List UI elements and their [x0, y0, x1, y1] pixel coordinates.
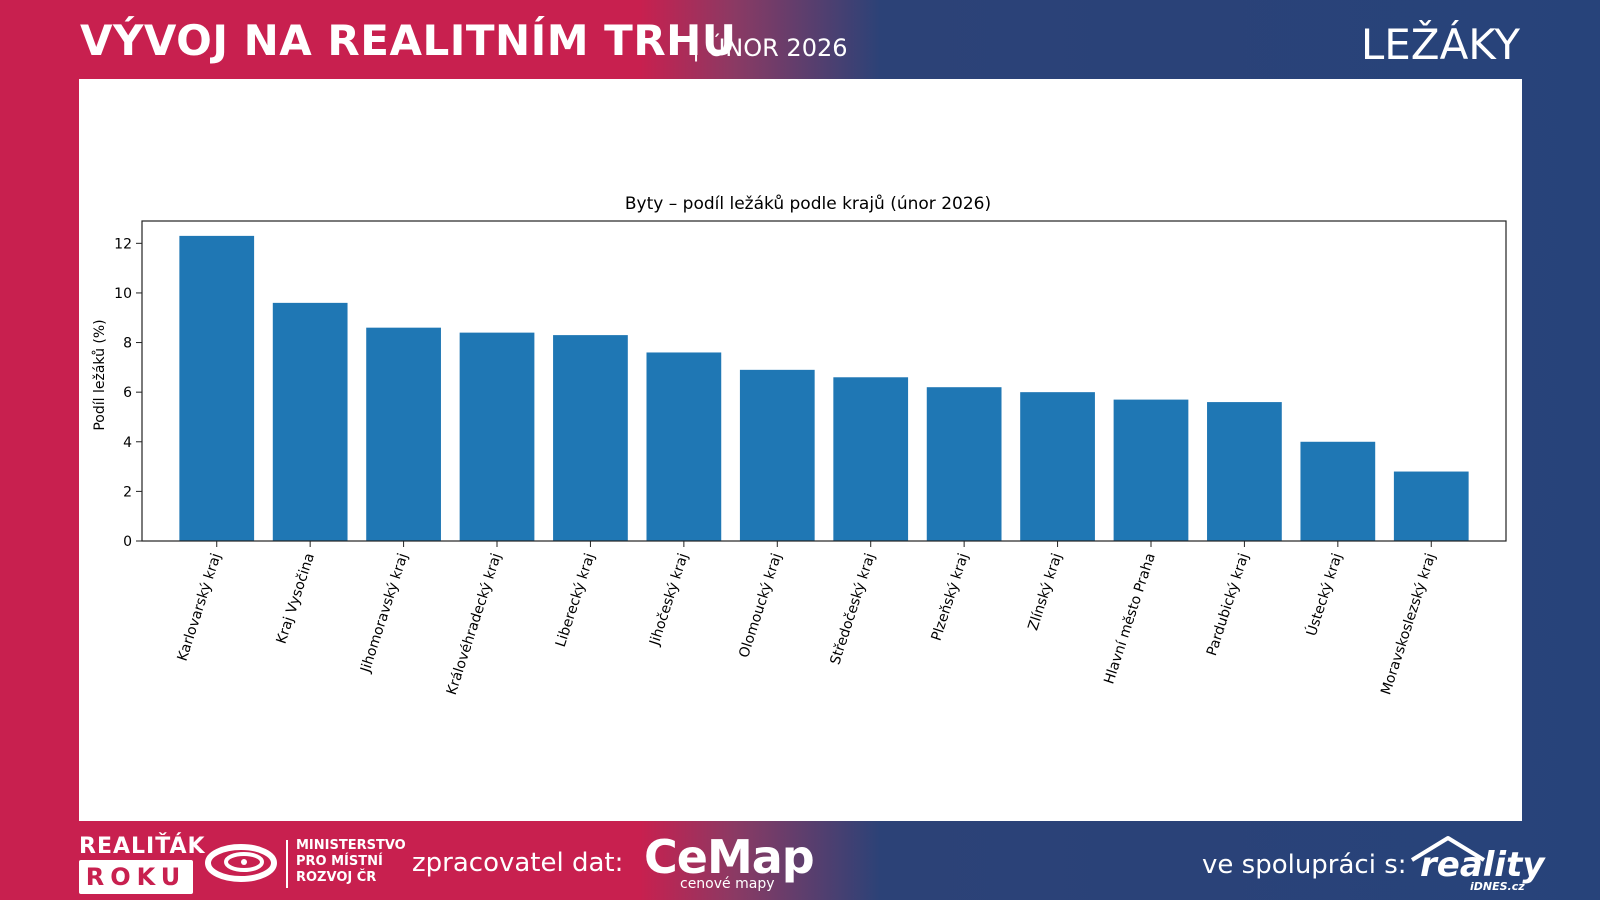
- bar-9: [1020, 392, 1095, 541]
- cemap-logo: CeMap: [644, 830, 815, 884]
- ministry-divider: [286, 840, 288, 888]
- bar-13: [1393, 471, 1469, 541]
- x-tick-label-7: Středočeský kraj: [827, 551, 878, 666]
- chart-title: Byty – podíl ležáků podle krajů (únor 20…: [625, 194, 991, 214]
- bar-11: [1207, 402, 1282, 541]
- x-tick-label-1: Kraj Vysočina: [274, 551, 318, 646]
- y-tick-label-0: 0: [123, 534, 132, 550]
- plot-frame: [141, 220, 1507, 542]
- bar-3: [459, 332, 535, 541]
- y-tick-label-2: 4: [123, 435, 132, 451]
- x-tick-label-0: Karlovarský kraj: [175, 551, 225, 663]
- header-title: VÝVOJ NA REALITNÍM TRHU: [80, 16, 737, 65]
- realitak-brand-bottom: ROKU: [79, 860, 193, 894]
- bar-chart: Byty – podíl ležáků podle krajů (únor 20…: [92, 194, 1507, 697]
- bar-7: [833, 377, 909, 541]
- y-tick-label-4: 8: [123, 336, 132, 352]
- reality-logo-sub: iDNES.cz: [1470, 880, 1525, 893]
- x-axis-ticks: Karlovarský kraj Kraj Vysočina Jihomoravsk…: [175, 541, 1439, 697]
- x-tick-label-13: Moravskoslezský kraj: [1378, 551, 1439, 697]
- reality-logo: reality: [1420, 845, 1545, 885]
- cemap-tagline: cenové mapy: [680, 876, 775, 892]
- y-axis-ticks: 0 2 4 6 8 10 12: [114, 236, 142, 550]
- x-tick-label-10: Hlavní město Praha: [1101, 551, 1158, 686]
- chart-panel: Byty – podíl ležáků podle krajů (únor 20…: [79, 79, 1522, 821]
- realitak-brand-top: REALIŤÁK: [79, 834, 206, 859]
- y-tick-label-3: 6: [123, 385, 132, 401]
- bar-12: [1300, 441, 1376, 541]
- bar-5: [646, 352, 722, 541]
- x-tick-label-4: Liberecký kraj: [553, 551, 598, 649]
- section-title: LEŽÁKY: [1360, 20, 1520, 69]
- y-tick-label-1: 2: [123, 484, 132, 500]
- bar-6: [739, 369, 815, 541]
- bar-2: [366, 327, 441, 541]
- reality-house-icon: [1410, 836, 1486, 862]
- ministry-line-3: ROZVOJ ČR: [296, 870, 377, 885]
- ministry-line-1: MINISTERSTVO: [296, 838, 406, 853]
- processor-label: zpracovatel dat:: [412, 848, 624, 878]
- bar-4: [553, 335, 628, 541]
- bar-0: [179, 235, 255, 541]
- ministry-emblem-icon: [205, 844, 277, 882]
- x-tick-label-8: Plzeňský kraj: [929, 551, 972, 643]
- x-tick-label-11: Pardubický kraj: [1204, 551, 1252, 658]
- y-tick-label-5: 10: [114, 286, 132, 302]
- x-tick-label-9: Zlínský kraj: [1025, 551, 1065, 632]
- bar-10: [1113, 399, 1189, 541]
- bar-1: [272, 302, 348, 541]
- x-tick-label-3: Královéhradecký kraj: [444, 551, 505, 697]
- x-tick-label-2: Jihomoravský kraj: [357, 551, 411, 675]
- header-subtitle: | ÚNOR 2026: [692, 34, 848, 62]
- bars-group: [179, 235, 1469, 541]
- y-axis-label: Podíl ležáků (%): [92, 319, 108, 430]
- ministry-line-2: PRO MÍSTNÍ: [296, 854, 383, 869]
- y-tick-label-6: 12: [114, 236, 132, 252]
- x-tick-label-6: Olomoucký kraj: [736, 551, 785, 660]
- bar-8: [926, 387, 1002, 541]
- cooperation-label: ve spolupráci s:: [1202, 850, 1407, 880]
- x-tick-label-5: Jihočeský kraj: [647, 551, 692, 648]
- x-tick-label-12: Ústecký kraj: [1302, 551, 1346, 638]
- ministry-name: MINISTERSTVO PRO MÍSTNÍ ROZVOJ ČR: [296, 838, 406, 886]
